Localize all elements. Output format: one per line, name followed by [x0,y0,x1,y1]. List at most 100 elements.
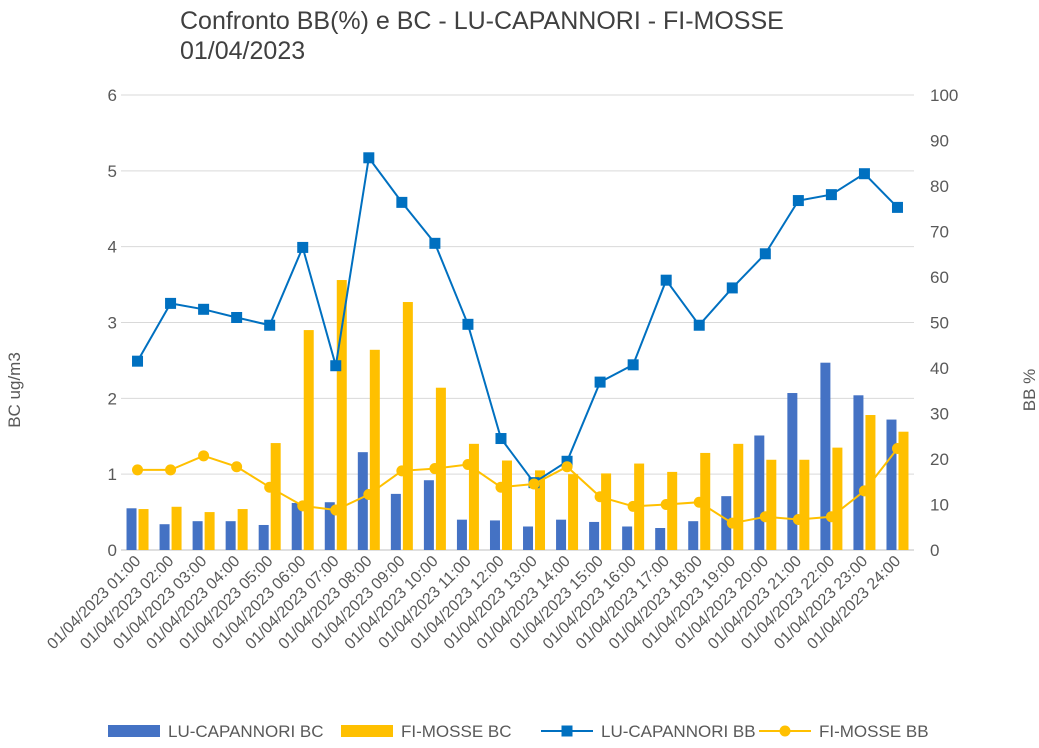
bar-fi-mosse-bc [501,460,512,550]
bar-fi-mosse-bc [799,459,810,550]
y-left-tick-label: 3 [108,314,117,333]
marker-lu-capannori-bb [165,297,177,309]
y-right-tick-label: 0 [930,541,939,560]
bar-lu-capannori-bc [159,524,170,550]
bar-lu-capannori-bc [589,521,600,550]
legend-swatch-fi-mosse-bc [341,725,393,737]
marker-fi-mosse-bb [231,461,243,473]
marker-lu-capannori-bb [693,319,705,331]
marker-lu-capannori-bb [792,195,804,207]
y-right-tick-label: 100 [930,86,958,105]
marker-lu-capannori-bb [462,318,474,330]
marker-lu-capannori-bb [891,201,903,213]
marker-lu-capannori-bb [198,303,210,315]
line-fi-mosse-bb [137,447,899,525]
marker-lu-capannori-bb [594,376,606,388]
bar-lu-capannori-bc [357,452,368,550]
marker-lu-capannori-bb [858,168,870,180]
marker-lu-capannori-bb [264,319,276,331]
bar-lu-capannori-bc [754,435,765,550]
bar-fi-mosse-bc [667,471,678,550]
bar-lu-capannori-bc [655,528,666,550]
marker-lu-capannori-bb [495,433,507,445]
marker-fi-mosse-bb [528,478,540,490]
line-series [132,152,903,529]
bar-lu-capannori-bc [787,393,798,550]
bar-fi-mosse-bc [369,349,380,550]
bar-fi-mosse-bc [568,474,579,550]
bar-fi-mosse-bc [832,447,843,550]
legend-label-fi-mosse-bb: FI-MOSSE BB [819,722,929,741]
bar-fi-mosse-bc [766,459,777,550]
bar-fi-mosse-bc [535,470,546,550]
marker-fi-mosse-bb [594,491,606,503]
y-left-tick-label: 2 [108,389,117,408]
y-right-tick-label: 40 [930,359,949,378]
bar-fi-mosse-bc [270,443,281,550]
y-left-tick-label: 0 [108,541,117,560]
marker-fi-mosse-bb [330,504,342,516]
marker-lu-capannori-bb [759,248,771,260]
y-left-tick-label: 4 [108,238,117,257]
marker-fi-mosse-bb [891,443,903,455]
marker-fi-mosse-bb [462,458,474,470]
marker-fi-mosse-bb [693,496,705,508]
marker-lu-capannori-bb [132,355,144,367]
marker-lu-capannori-bb [429,237,441,249]
bar-fi-mosse-bc [898,431,909,550]
bar-lu-capannori-bc [556,519,567,550]
marker-fi-mosse-bb [759,511,771,523]
bar-lu-capannori-bc [456,519,467,550]
bar-fi-mosse-bc [336,280,347,550]
marker-fi-mosse-bb [726,517,738,529]
legend-label-lu-capannori-bb: LU-CAPANNORI BB [601,722,756,741]
marker-lu-capannori-bb [726,282,738,294]
y-left-tick-label: 5 [108,162,117,181]
y-left-tick-label: 6 [108,86,117,105]
bar-lu-capannori-bc [886,419,897,550]
bar-fi-mosse-bc [601,473,612,550]
y-right-tick-label: 60 [930,268,949,287]
legend-marker-fi-mosse-bb [779,725,791,737]
bar-fi-mosse-bc [700,452,711,550]
bar-lu-capannori-bc [489,520,500,550]
legend-label-fi-mosse-bc: FI-MOSSE BC [401,722,512,741]
chart-title: Confronto BB(%) e BC - LU-CAPANNORI - FI… [180,6,784,66]
marker-fi-mosse-bb [198,450,210,462]
y-right-tick-label: 10 [930,496,949,515]
chart-title-line1: Confronto BB(%) e BC - LU-CAPANNORI - FI… [180,7,784,35]
bar-fi-mosse-bc [468,443,479,550]
bar-fi-mosse-bc [171,506,182,550]
y-right-axis-title: BB % [1020,369,1039,412]
bar-lu-capannori-bc [853,395,864,550]
y-right-tick-label: 20 [930,450,949,469]
y-right-tick-label: 80 [930,177,949,196]
y-right-tick-label: 70 [930,223,949,242]
marker-lu-capannori-bb [627,359,639,371]
marker-lu-capannori-bb [297,241,309,253]
marker-lu-capannori-bb [825,189,837,201]
marker-lu-capannori-bb [660,274,672,286]
marker-fi-mosse-bb [858,485,870,497]
bar-lu-capannori-bc [688,521,699,550]
bar-fi-mosse-bc [402,302,413,550]
bar-lu-capannori-bc [721,496,732,550]
bar-series [126,280,909,550]
marker-fi-mosse-bb [561,461,573,473]
marker-fi-mosse-bb [660,499,672,510]
marker-fi-mosse-bb [825,511,837,523]
bar-fi-mosse-bc [733,443,744,550]
y-right-tick-label: 50 [930,314,949,333]
legend-label-lu-capannori-bc: LU-CAPANNORI BC [168,722,324,741]
bar-lu-capannori-bc [390,493,401,550]
bar-fi-mosse-bc [138,509,149,550]
chart-title-line2: 01/04/2023 [180,37,306,65]
y-right-tick-label: 90 [930,132,949,151]
marker-fi-mosse-bb [627,500,639,512]
marker-fi-mosse-bb [495,481,507,493]
bar-lu-capannori-bc [820,362,831,550]
bar-lu-capannori-bc [622,526,633,550]
